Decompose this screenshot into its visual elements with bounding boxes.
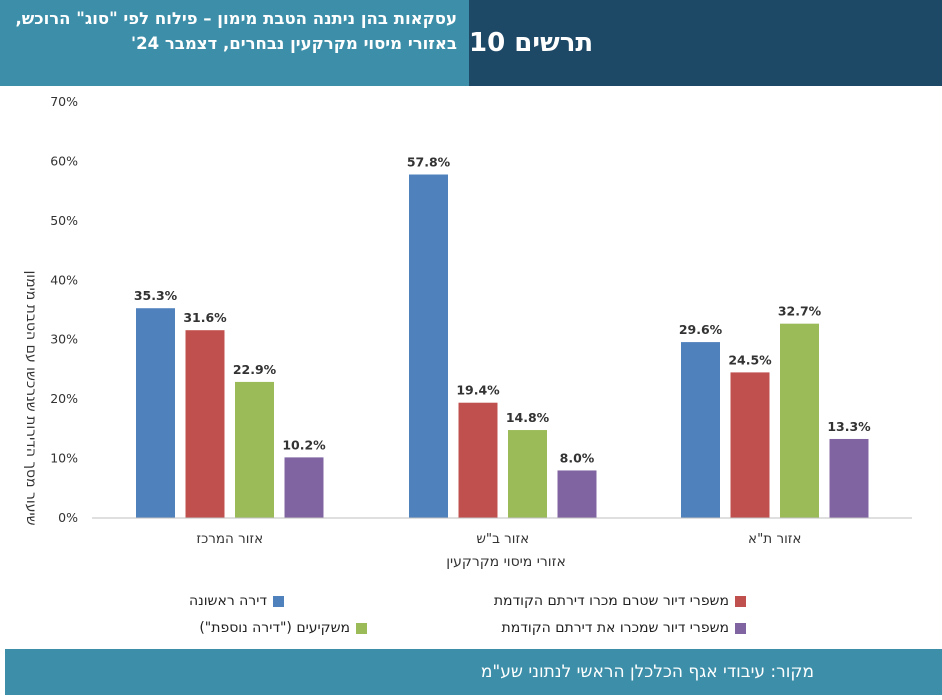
y-tick-label: 50% [50,213,78,228]
data-label: 14.8% [506,410,550,425]
chart-title: עסקאות בהן ניתנה הטבת מימון – פילוח לפי … [0,0,469,86]
x-tick-label: אזור ת"א [748,531,801,547]
bar [681,342,720,518]
legend-item: משפרי דיור שטרם מכרו דירתם הקודמת [494,593,746,609]
y-axis-ticks: 0% 10% 20% 30% 40% 50% 60% 70% [50,94,78,525]
x-tick-label: אזור ב"ש [476,531,529,547]
data-label: 10.2% [282,437,326,452]
data-label: 31.6% [183,310,227,325]
legend-label: דירה ראשונה [188,593,267,609]
data-label: 19.4% [456,383,500,398]
legend-swatch [735,595,746,607]
bar [780,323,819,518]
bar [185,330,225,518]
data-label: 13.3% [827,419,871,434]
y-tick-label: 60% [50,153,78,168]
bar [458,402,498,518]
y-tick-label: 30% [50,332,78,347]
figure-label: תרשים 10 [469,0,942,86]
legend-label: משפרי דיור שמכרו את דירתם הקודמת [501,620,729,636]
legend-item: דירה ראשונה [189,593,284,609]
y-tick-label: 0% [58,510,78,525]
y-tick-label: 70% [50,94,78,109]
legend-item: משפרי דיור שמכרו את דירתם הקודמת [502,620,746,636]
bars [136,174,869,518]
data-label: 24.5% [728,352,772,367]
data-label: 8.0% [560,450,595,465]
legend-label: משפרי דיור שטרם מכרו דירתם הקודמת [493,593,729,609]
data-labels: 35.3% 31.6% 22.9% 10.2% 57.8% 19.4% 14.8% 8.0% 2… [134,155,871,466]
bar [730,372,770,518]
legend-label: משקיעים ("דירה נוספת") [199,620,350,636]
legend-swatch [273,595,284,607]
bar [284,457,324,518]
source-note: מקור: עיבודי אגף הכלכלן הראשי לנתוני שע"… [5,649,942,695]
bar [557,470,597,518]
bar [829,438,869,518]
x-tick-label: אזור המרכז [196,531,263,547]
data-label: 22.9% [233,362,277,377]
legend-swatch [356,622,367,634]
x-axis-categories: אזור המרכז אזור ב"ש אזור ת"א [196,531,801,547]
y-tick-label: 10% [50,451,78,466]
y-axis-title: שיעור מסך הדירות שנרכשו עם הטבת מימון [23,270,39,525]
data-label: 29.6% [679,322,723,337]
data-label: 57.8% [407,155,451,170]
bar [508,430,547,518]
bar [136,308,175,518]
legend-item: משקיעים ("דירה נוספת") [199,620,367,636]
x-axis-title: אזורי מיסוי מקרקעין [446,554,566,570]
bar [409,174,448,518]
bar [235,381,274,518]
y-tick-label: 20% [50,391,78,406]
data-label: 32.7% [778,304,822,319]
legend-swatch [735,622,746,634]
y-tick-label: 40% [50,272,78,287]
bar-chart: 0% 10% 20% 30% 40% 50% 60% 70% 35.3% 31.6% 22.9% 1… [23,94,912,570]
data-label: 35.3% [134,288,178,303]
